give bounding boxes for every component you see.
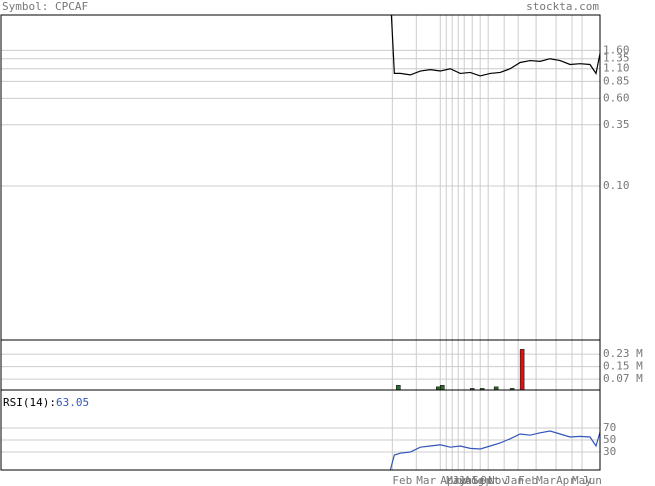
x-tick-label: Jul (458, 474, 478, 486)
x-tick-label: Sep (472, 474, 492, 486)
y-tick-label: 1.10 (603, 62, 630, 75)
x-tick-label: May (446, 474, 466, 486)
y-tick-label: 0.15 M (603, 360, 643, 373)
rsi-value: 63.05 (56, 396, 89, 409)
x-tick-label: May (572, 474, 592, 486)
x-tick-label: Mar (416, 474, 436, 486)
y-tick-label: 0.35 (603, 118, 630, 131)
x-tick-label: Mar (536, 474, 556, 486)
grid (1, 15, 600, 470)
x-tick-label: Aug (464, 474, 484, 486)
rsi-label: RSI(14):63.05 (3, 396, 89, 409)
x-tick-label: Jun (582, 474, 602, 486)
volume-bar (396, 385, 401, 391)
x-tick-label: Feb (518, 474, 538, 486)
volume-bar (519, 349, 525, 391)
y-tick-label: 50 (603, 433, 616, 446)
marks (389, 15, 601, 471)
y-tick-label: 0.23 M (603, 347, 643, 360)
y-tick-label: 1.60 (603, 43, 630, 56)
y-tick-label: 70 (603, 421, 616, 434)
x-tick-label: Oct (480, 474, 500, 486)
y-tick-label: 0.10 (603, 179, 630, 192)
x-tick-label: Jan (504, 474, 524, 486)
price-line (390, 15, 600, 77)
y-tick-label: 0.07 M (603, 372, 643, 385)
y-tick-label: 30 (603, 445, 616, 458)
x-tick-label: Apr (556, 474, 576, 486)
site: stockta.com (526, 0, 599, 13)
symbol: Symbol: CPCAF (2, 0, 88, 13)
x-tick-label: Apr (440, 474, 460, 486)
rsi-name: RSI(14): (3, 396, 56, 409)
x-tick-label: Jun (452, 474, 472, 486)
x-tick-label: Feb (392, 474, 412, 486)
price-line (389, 430, 601, 471)
rsi-frame (0, 389, 601, 471)
volume-bar (440, 385, 445, 391)
x-tick-label: Nov (488, 474, 508, 486)
y-tick-label: 0.60 (603, 91, 630, 104)
y-tick-label: 0.85 (603, 74, 630, 87)
y-tick-label: 1.35 (603, 52, 630, 65)
